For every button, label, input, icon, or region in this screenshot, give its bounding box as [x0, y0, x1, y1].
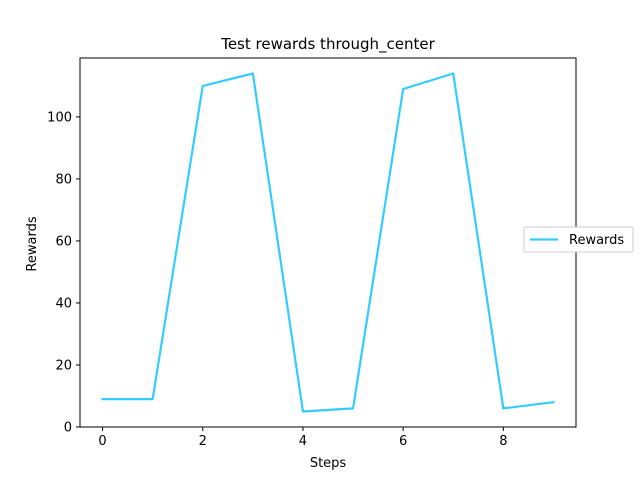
legend: Rewards	[523, 226, 634, 253]
y-tick-label: 60	[55, 234, 72, 249]
y-tick-label: 0	[64, 421, 72, 436]
x-tick-label: 2	[199, 434, 207, 449]
x-tick-label: 8	[499, 434, 507, 449]
y-tick-label: 20	[55, 358, 72, 373]
y-axis-label: Rewards	[25, 216, 40, 271]
y-tick-label: 40	[55, 296, 72, 311]
legend-box	[523, 226, 634, 253]
chart-title: Test rewards through_center	[220, 35, 435, 54]
x-axis-label: Steps	[310, 456, 347, 471]
x-tick-label: 6	[399, 434, 407, 449]
series-line-rewards	[101, 72, 555, 413]
legend-label-rewards: Rewards	[569, 233, 624, 248]
y-tick-label: 100	[47, 110, 72, 125]
x-tick-label: 0	[98, 434, 106, 449]
x-tick-label: 4	[299, 434, 307, 449]
y-tick-label: 80	[55, 172, 72, 187]
